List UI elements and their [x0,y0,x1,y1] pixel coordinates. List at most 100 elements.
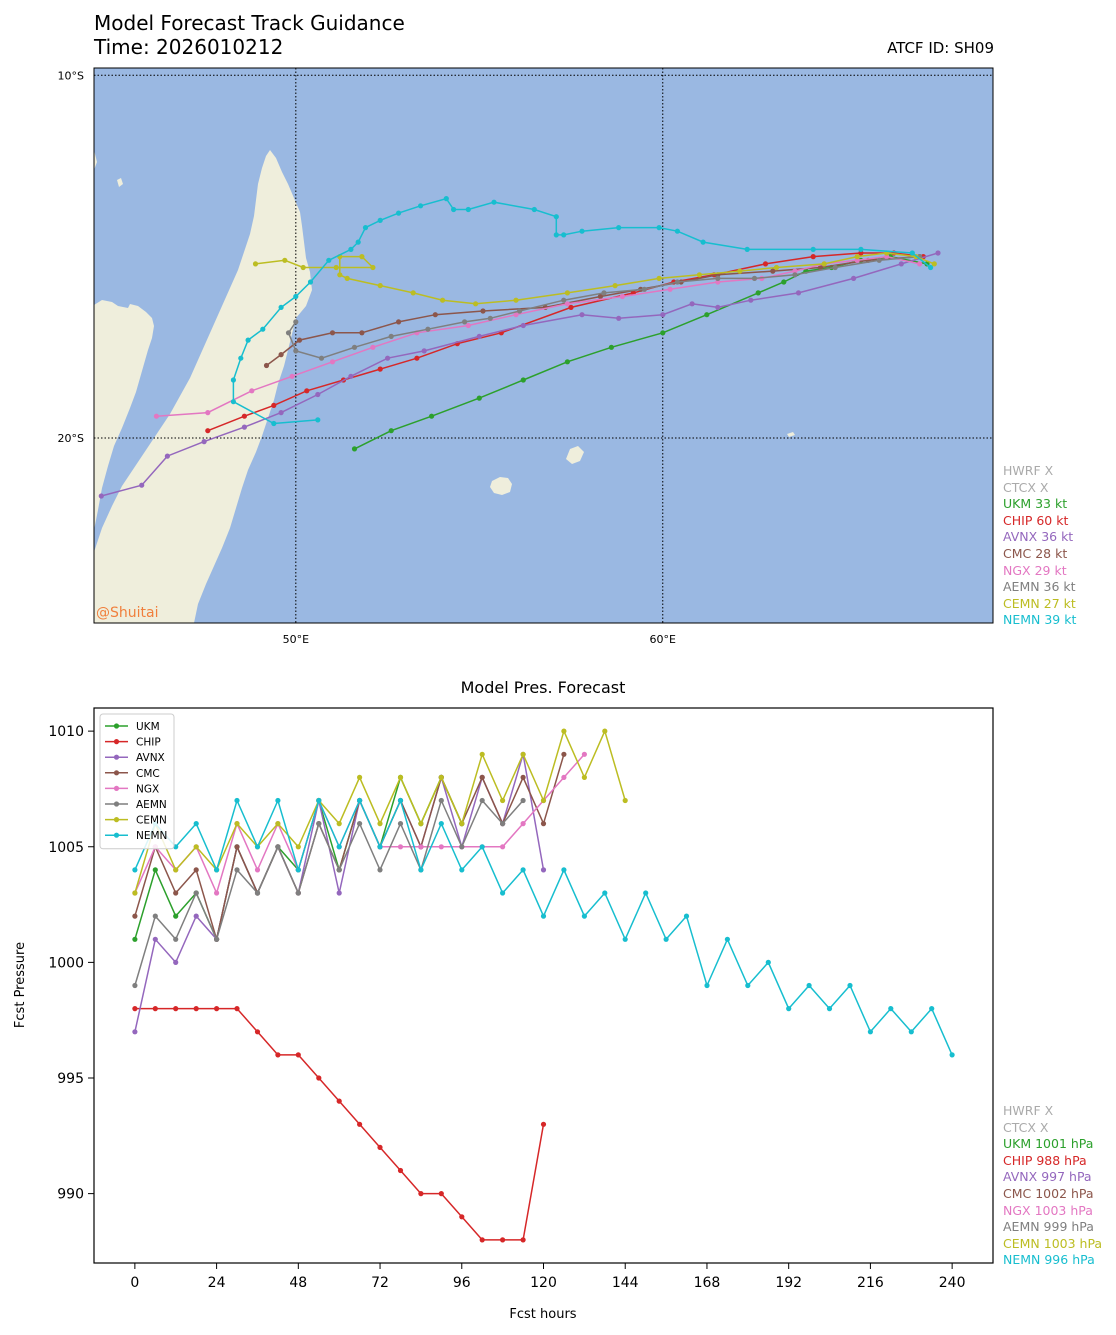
pressure-point-cemn [397,774,404,780]
pressure-point-aemn [500,821,506,827]
legend-marker-ukm [113,723,120,729]
legend-label-avnx: AVNX [136,752,165,764]
pressure-point-chip [254,1029,261,1035]
track-point-nemn [230,377,236,383]
pressure-point-ngx [520,821,526,827]
atcf-id: ATCF ID: SH09 [887,39,994,57]
track-point-avnx [201,439,207,445]
pressure-point-aemn [254,890,261,896]
x-tick-label: 168 [694,1275,721,1291]
legend-label-chip: CHIP [136,737,161,749]
pressure-point-chip [520,1237,526,1243]
pressure-line-ukm [134,775,463,942]
track-point-avnx [579,312,585,318]
track-point-avnx [689,301,695,307]
pressure-point-aemn [336,867,342,873]
pressure-point-cmc [193,867,199,873]
track-series [98,196,941,499]
track-point-aemn [715,275,721,281]
track-point-cemn [359,254,365,260]
track-point-ukm [388,428,394,434]
legend-entry-aemn: AEMN 999 hPa [1003,1219,1094,1235]
track-point-avnx [715,304,721,310]
x-tick-label: 72 [371,1275,389,1291]
track-point-nemn [561,232,567,238]
track-point-ukm [520,377,526,383]
track-point-chip [241,413,247,419]
track-point-nemn [307,279,314,285]
track-point-cmc [359,330,365,336]
x-tick-label: 240 [939,1275,966,1291]
track-point-ngx [153,413,159,419]
track-point-nemn [418,203,424,209]
pressure-point-nemn [214,867,220,873]
reunion-island [490,477,512,495]
pressure-point-cmc [234,844,240,850]
track-point-ngx [329,359,336,365]
pressure-point-aemn [234,867,240,873]
pressure-point-cemn [357,774,363,780]
pressure-line-nemn [134,798,953,1056]
pressure-line-cmc [134,754,565,940]
track-point-cmc [296,337,303,343]
track-point-cemn [773,264,780,271]
track-point-cemn [513,297,519,303]
track-point-aemn [751,275,758,281]
pressure-point-ukm [132,936,138,942]
pressure-point-cemn [295,844,301,850]
track-point-chip [858,250,864,256]
track-point-aemn [285,330,292,336]
track-point-aemn [351,344,358,350]
track-point-avnx [348,373,354,379]
pressure-point-cemn [275,821,281,827]
pressure-point-ngx [581,751,588,757]
pressure-point-ngx [438,844,444,850]
track-point-aemn [388,333,394,339]
track-point-chip [568,304,574,310]
track-point-nemn [348,246,354,252]
track-point-ngx [564,301,571,307]
pressure-point-nemn [786,1006,792,1012]
track-point-aemn [517,308,523,314]
track-point-cemn [656,275,662,281]
pressure-series [132,728,955,1243]
track-map: 10°S 20°S 50°E 60°E @Shuitai [58,67,994,646]
track-point-chip [810,254,816,260]
legend-entry-cemn: CEMN 1003 hPa [1003,1235,1103,1251]
x-tick-label: 216 [857,1275,884,1291]
pressure-point-nemn [704,982,710,989]
pressure-point-nemn [929,1006,935,1012]
x-tick-label: 24 [208,1275,226,1291]
legend-entry-ngx: NGX 29 kt [1003,562,1067,578]
pressure-point-chip [234,1006,240,1012]
y-tick-label: 1010 [48,724,84,740]
track-point-cemn [737,268,743,274]
pressure-chart: Model Pres. Forecast 0 24 48 72 96 120 144 168 1… [13,678,994,1322]
legend-entry-cmc: CMC 1002 hPa [1003,1185,1094,1201]
pressure-point-cemn [132,890,138,896]
pressure-point-cemn [500,797,506,804]
legend-entry-chip: CHIP 60 kt [1003,512,1069,528]
pressure-point-cmc [173,890,179,896]
track-point-avnx [935,250,941,256]
track-point-cemn [612,283,618,289]
pressure-point-nemn [520,867,526,873]
pressure-point-nemn [357,797,363,804]
track-point-aemn [832,264,838,271]
track-point-cemn [821,261,827,267]
pressure-point-chip [295,1052,301,1058]
pressure-point-avnx [132,1029,138,1035]
pressure-point-cemn [520,751,526,757]
pressure-point-chip [418,1191,424,1197]
pressure-point-aemn [173,936,179,942]
track-line-avnx [101,252,939,497]
pressure-chart-title: Model Pres. Forecast [461,678,626,697]
track-point-nemn [396,210,402,216]
pressure-point-nemn [254,844,261,850]
pressure-point-avnx [540,867,547,873]
pressure-point-aemn [214,936,220,942]
track-point-chip [304,388,310,394]
y-axis-label: Fcst Pressure [13,942,28,1028]
pressure-point-ngx [500,844,506,850]
pressure-point-cemn [459,821,465,827]
